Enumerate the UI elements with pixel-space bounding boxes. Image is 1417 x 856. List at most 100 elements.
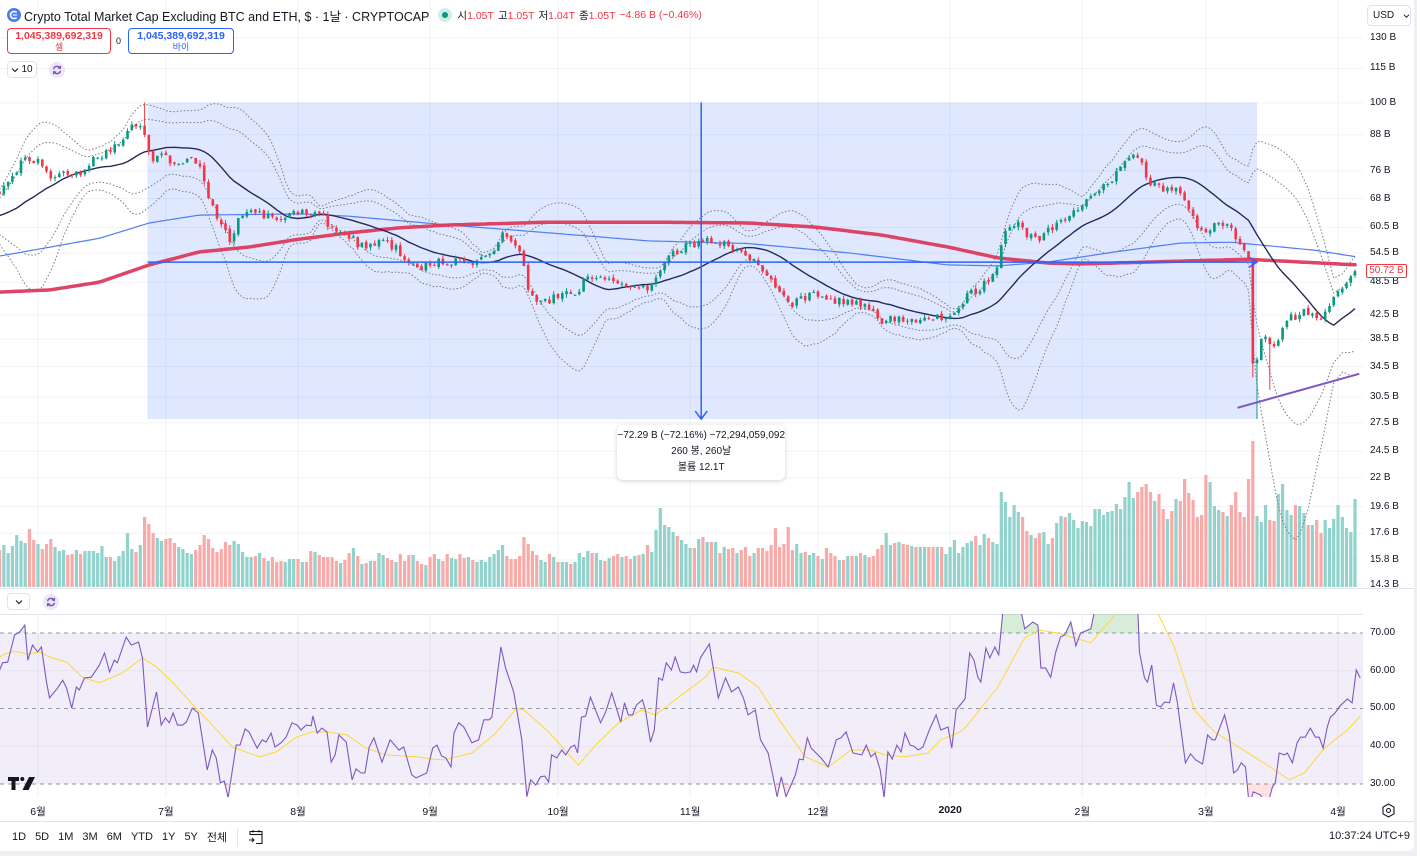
candle [1289, 311, 1293, 321]
candle [1029, 233, 1033, 241]
candle [1102, 183, 1105, 194]
candle-body [6, 181, 10, 187]
sell-button[interactable]: 1,045,389,692,319 셀 [7, 28, 111, 54]
volume-bar [1217, 510, 1221, 587]
candle [684, 240, 688, 255]
candle-body [1085, 199, 1088, 207]
range-1d-button[interactable]: 1D [12, 830, 27, 843]
candle-body [531, 290, 534, 296]
candle [28, 156, 31, 165]
candle-body [774, 278, 777, 288]
range-all-button[interactable]: 전체 [206, 831, 228, 844]
range-ytd-button[interactable]: YTD [130, 830, 153, 843]
candle [1127, 155, 1131, 161]
indicators-collapse-button[interactable]: 10 [7, 61, 37, 78]
go-to-date-icon[interactable] [247, 828, 265, 846]
volume-bar [1268, 520, 1272, 587]
tradingview-logo[interactable] [8, 776, 36, 790]
range-1m-button[interactable]: 1M [58, 830, 74, 843]
candle-body [919, 320, 922, 324]
price-axis[interactable]: 130 B 115 B 100 B 88 B 76 B 68 B 60.5 B 54.5 B 4… [1363, 0, 1414, 590]
candle-body [1174, 188, 1178, 192]
clock-timezone[interactable]: 10:37:24 UTC+9 [1328, 830, 1410, 842]
candle-body [215, 204, 219, 219]
volume-bar [334, 561, 338, 587]
volume-bar [1131, 498, 1135, 587]
range-volume-text: 볼륨 12.1T [677, 462, 725, 474]
time-axis-label: 9월 [422, 806, 438, 818]
volume-bar [931, 547, 935, 587]
volume-bar [1289, 515, 1293, 587]
rsi-line [0, 614, 1361, 797]
pane-separator[interactable] [0, 588, 1414, 589]
candle-body [1255, 359, 1259, 364]
volume-bar [1161, 509, 1165, 587]
candle-body [45, 166, 48, 172]
candle-body [288, 213, 291, 218]
volume-bar [1229, 505, 1233, 587]
candle-body [1183, 192, 1186, 201]
time-axis[interactable]: 6월 7월 8월 9월 10월 11월 12월 2020 2월 3월 4월 [0, 800, 1363, 820]
candle [1221, 220, 1225, 230]
symbol-title[interactable]: Crypto Total Market Cap Excluding BTC an… [24, 9, 430, 24]
candle [1260, 338, 1263, 361]
candle [722, 239, 726, 250]
candle [258, 208, 261, 214]
candle [92, 155, 95, 167]
candle-body [616, 280, 619, 284]
candle-body [147, 134, 151, 152]
volume-bar [424, 565, 428, 587]
candle-body [769, 276, 773, 280]
volume-bar [364, 563, 368, 587]
candle-body [637, 287, 641, 289]
rsi-legend-collapse-button[interactable] [7, 593, 30, 610]
volume-bar [1200, 515, 1204, 587]
price-axis-label: 100 B [1370, 97, 1397, 109]
buy-button[interactable]: 1,045,389,692,319 바이 [128, 28, 234, 54]
candle [403, 254, 406, 262]
candle-body [445, 264, 449, 266]
candle-body [411, 263, 415, 265]
candle [215, 204, 219, 221]
volume-bar [969, 541, 973, 587]
range-5d-button[interactable]: 5D [35, 830, 50, 843]
candle-body [505, 233, 509, 237]
market-status-indicator[interactable] [438, 8, 453, 22]
candle [569, 289, 573, 295]
volume-bar [509, 559, 513, 587]
volume-bar [1084, 522, 1089, 587]
candle [279, 215, 283, 223]
candle-body [684, 243, 688, 253]
candle-body [752, 259, 756, 261]
candle-body [876, 309, 879, 319]
trend-line[interactable] [1237, 372, 1360, 409]
candle-body [301, 209, 304, 214]
price-axis-label: 30.5 B [1370, 391, 1399, 403]
volume-bar [752, 553, 756, 587]
gear-icon[interactable] [1381, 803, 1396, 818]
ohlc-close-label: 종 [579, 9, 589, 22]
candle [1183, 190, 1186, 201]
candle [509, 234, 513, 244]
candle [194, 157, 197, 164]
currency-dropdown[interactable]: USD [1367, 5, 1411, 26]
range-5y-button[interactable]: 5Y [184, 830, 198, 843]
volume-bar [867, 557, 871, 587]
rsi-axis[interactable]: 70.00 60.00 50.00 40.00 30.00 [1363, 614, 1414, 797]
rsi-pane[interactable] [0, 614, 1363, 797]
sync-icon[interactable] [49, 62, 65, 78]
range-6m-button[interactable]: 6M [106, 830, 122, 843]
range-1y-button[interactable]: 1Y [161, 830, 176, 843]
candle-body [1230, 224, 1233, 228]
rsi-sync-icon[interactable] [43, 594, 59, 610]
price-pane[interactable] [0, 0, 1363, 587]
date-price-range-box[interactable] [147, 102, 1258, 420]
candle-body [462, 258, 466, 263]
volume-bar [539, 560, 543, 587]
volume-bar [1165, 519, 1170, 587]
candle-body [565, 291, 568, 295]
range-3m-button[interactable]: 3M [82, 830, 98, 843]
volume-bar [756, 548, 760, 587]
volume-bar [143, 517, 147, 587]
volume-bar [513, 559, 517, 587]
